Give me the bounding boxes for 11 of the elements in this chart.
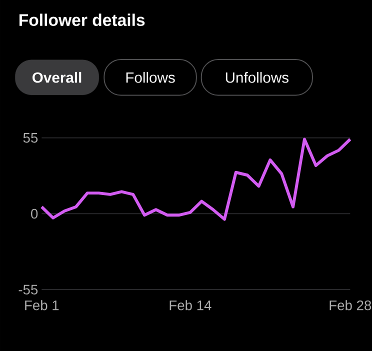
text: Follows — [126, 72, 175, 83]
x-tick-label: Feb 28 — [330, 300, 372, 310]
text: Unfollows — [226, 72, 288, 83]
text: Overall — [32, 72, 82, 83]
line-series — [40, 138, 352, 221]
chart-title: Follower details — [20, 14, 145, 26]
y-tick-label: -55 — [18, 284, 38, 294]
y-tick-label: 0 — [31, 208, 38, 219]
x-tick-label: Feb 1 — [25, 300, 59, 310]
y-tick-label: 55 — [23, 132, 38, 143]
x-tick-label: Feb 14 — [170, 300, 212, 310]
